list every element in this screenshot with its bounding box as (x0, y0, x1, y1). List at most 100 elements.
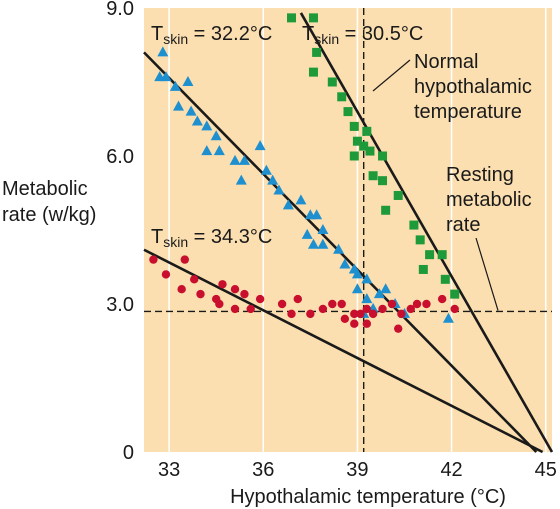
circle-point (406, 304, 415, 314)
circle-point (230, 285, 240, 294)
circle-point (180, 255, 189, 264)
circle-point (412, 299, 422, 309)
square-point (393, 190, 403, 200)
regression-line (299, 12, 554, 453)
x-tick-label: 36 (252, 459, 274, 481)
square-point (425, 250, 435, 260)
triangle-point (160, 71, 172, 82)
triangle-point (260, 164, 272, 175)
resting-rate-label: Resting (446, 164, 514, 186)
triangle-point (311, 209, 323, 220)
normal-temperature-label: Normal (414, 51, 478, 73)
circle-point (287, 309, 296, 319)
square-point (378, 176, 388, 186)
circle-point (277, 299, 287, 309)
square-point (440, 274, 450, 284)
triangle-point (361, 273, 373, 284)
series-label: Tskin = 30.5°C (302, 23, 423, 47)
triangle-point (229, 154, 241, 165)
reference-lines (144, 8, 552, 452)
square-point (349, 121, 359, 131)
circle-point (387, 299, 397, 309)
triangle-point (339, 258, 351, 269)
circle-point (230, 304, 240, 314)
normal-temperature-pointer (372, 59, 411, 92)
x-tick-label: 39 (346, 459, 368, 481)
triangle-point (213, 145, 225, 156)
x-tick-label: 33 (158, 459, 180, 481)
data-points (149, 13, 460, 333)
square-point (359, 141, 369, 151)
square-point (365, 146, 375, 156)
square-point (437, 250, 447, 260)
triangle-point (185, 105, 197, 116)
resting-rate-label: rate (446, 214, 480, 236)
circle-point (306, 309, 315, 319)
triangle-point (169, 80, 181, 91)
triangle-point (254, 140, 266, 151)
x-axis-label: Hypothalamic temperature (°C) (230, 486, 506, 508)
circle-point (350, 309, 359, 319)
square-point (349, 151, 359, 161)
triangle-point (307, 238, 319, 249)
circle-point (255, 294, 265, 304)
circle-point (397, 309, 406, 319)
circle-point (337, 299, 346, 309)
square-point (343, 107, 353, 117)
square-point (450, 289, 460, 299)
square-point (362, 126, 372, 136)
triangle-point (201, 145, 213, 156)
circle-point (362, 319, 372, 328)
square-point (409, 220, 419, 230)
square-point (308, 13, 318, 23)
square-point (327, 77, 337, 87)
triangle-point (380, 283, 392, 294)
resting-rate-pointer (475, 237, 499, 311)
circle-point (190, 275, 199, 284)
series-label: Tskin = 32.2°C (151, 23, 272, 47)
circle-point (246, 304, 255, 314)
y-axis-label: Metabolic (2, 178, 88, 200)
y-tick-label: 3.0 (106, 294, 134, 316)
circle-point (437, 294, 447, 304)
annotations: Tskin = 32.2°C Tskin = 30.5°C Tskin = 34.3… (151, 23, 532, 311)
square-point (352, 136, 362, 146)
triangle-point (201, 120, 213, 131)
square-point (378, 151, 388, 161)
triangle-point (267, 174, 279, 185)
square-point (415, 235, 425, 245)
circle-point (318, 304, 328, 314)
circle-point (394, 324, 403, 333)
x-tick-label: 45 (535, 459, 557, 481)
triangle-point (238, 154, 250, 165)
triangle-point (191, 115, 203, 126)
circle-point (378, 304, 387, 314)
triangle-point (317, 224, 329, 234)
square-point (287, 13, 297, 23)
circle-point (293, 294, 302, 304)
triangle-point (317, 238, 329, 249)
series-label: Tskin = 34.3°C (151, 226, 272, 250)
circle-point (328, 299, 337, 309)
square-point (418, 264, 428, 274)
square-point (337, 92, 347, 102)
circle-point (368, 309, 378, 319)
triangle-point (282, 199, 294, 210)
circle-point (240, 289, 249, 299)
circle-point (356, 309, 365, 319)
x-tick-label: 42 (440, 459, 462, 481)
circle-point (218, 280, 227, 289)
y-axis-label: rate (w/kg) (2, 204, 96, 226)
triangle-point (273, 184, 285, 195)
triangle-point (173, 100, 185, 111)
square-point (312, 47, 322, 57)
triangle-point (333, 243, 345, 254)
square-point (308, 67, 318, 77)
triangle-point (295, 194, 307, 205)
y-tick-label: 6.0 (106, 146, 134, 168)
triangle-point (182, 76, 194, 86)
triangle-point (235, 174, 247, 185)
normal-temperature-label: temperature (414, 101, 522, 123)
y-tick-label: 9.0 (106, 0, 134, 20)
